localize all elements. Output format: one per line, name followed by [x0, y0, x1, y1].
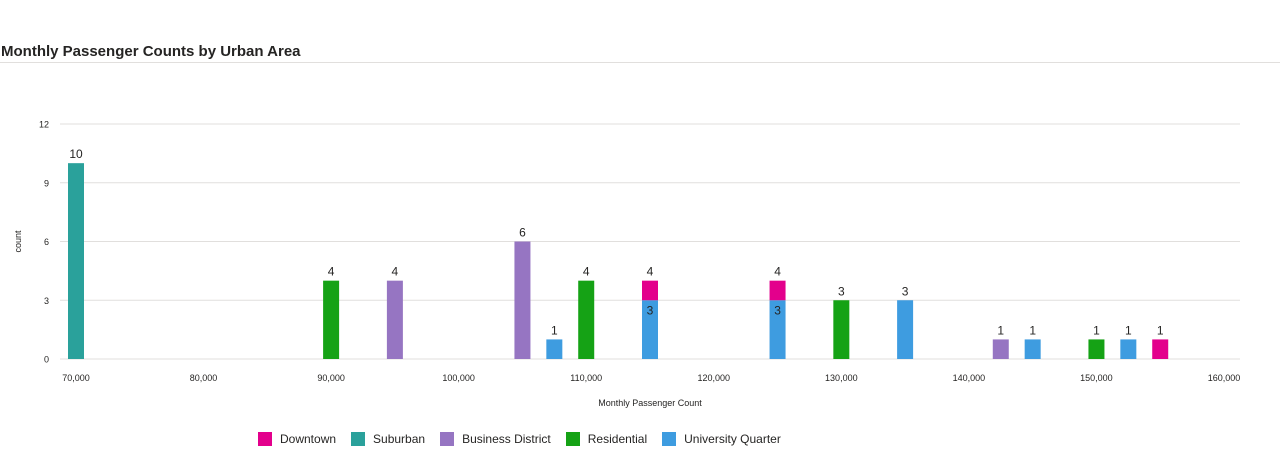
legend-swatch [662, 432, 677, 446]
bar-total-label: 4 [392, 265, 399, 279]
bar-segment [514, 241, 531, 359]
bar-total-label: 6 [519, 226, 526, 240]
x-axis-title: Monthly Passenger Count [598, 398, 702, 408]
y-tick-label: 6 [44, 237, 49, 247]
legend-item[interactable]: Suburban [351, 432, 425, 446]
bar-total-label: 4 [328, 265, 335, 279]
legend-swatch [565, 432, 580, 446]
x-tick-label: 150,000 [1080, 373, 1113, 383]
bar-segment [1024, 339, 1041, 359]
y-tick-label: 0 [44, 355, 49, 365]
bar-segment [578, 280, 595, 359]
bar-chart: 0 3 6 9 12 70,000 80,000 90,000 100,000 110,000 12… [13, 120, 1241, 409]
bar-total-label: 1 [1029, 323, 1036, 337]
bar-segment [1120, 339, 1137, 359]
bar-segment [769, 280, 786, 301]
chart-title: Monthly Passenger Counts by Urban Area [1, 43, 301, 60]
bar-segment [1152, 339, 1169, 359]
bar-total-label: 1 [1093, 323, 1100, 337]
bar-segment [546, 339, 563, 359]
y-tick-label: 12 [39, 120, 49, 130]
legend-swatch [351, 432, 366, 446]
bar-total-label: 1 [1125, 323, 1132, 337]
y-tick-label: 9 [44, 178, 49, 188]
bar-segment [68, 163, 84, 359]
bar-total-label: 4 [647, 265, 654, 279]
bar-total-label: 1 [1157, 323, 1164, 337]
bar-total-label: 10 [69, 147, 83, 161]
y-tick-label: 3 [44, 296, 49, 306]
bar-total-label: 4 [583, 265, 590, 279]
chart-header: Monthly Passenger Counts by Urban Area [0, 0, 1280, 63]
x-tick-label: 100,000 [442, 373, 475, 383]
legend-label: University Quarter [684, 432, 781, 446]
bar-segment [642, 300, 658, 359]
bar-total-label: 3 [838, 284, 845, 298]
bar-segment-label: 3 [647, 303, 654, 317]
bar-total-label: 4 [774, 265, 781, 279]
bar-segment [1088, 339, 1105, 359]
bar-segment [323, 280, 340, 359]
legend-label: Business District [462, 432, 551, 446]
y-axis-title: count [13, 230, 23, 253]
bar-segment [992, 339, 1009, 359]
bar-segment [386, 280, 403, 359]
bar-segment-label: 3 [774, 303, 781, 317]
bar-segment [897, 300, 914, 359]
bar-segment [642, 280, 658, 301]
legend-label: Downtown [280, 432, 337, 446]
x-tick-label: 110,000 [570, 373, 602, 383]
chart-legend: Downtown Suburban Business District Residen… [258, 430, 796, 448]
legend-label: Residential [587, 432, 648, 446]
bar-segment [833, 300, 850, 359]
bar-total-label: 1 [551, 323, 558, 337]
legend-item[interactable]: Downtown [258, 432, 336, 446]
x-tick-label: 80,000 [190, 373, 218, 383]
bar-total-label: 1 [997, 323, 1004, 337]
x-tick-label: 90,000 [317, 373, 345, 383]
bar-segment [769, 300, 786, 359]
legend-item[interactable]: University Quarter [662, 432, 781, 446]
legend-swatch [258, 432, 272, 446]
x-tick-label: 70,000 [62, 373, 90, 383]
x-tick-label: 140,000 [953, 373, 986, 383]
legend-label: Suburban [373, 432, 426, 446]
legend-item[interactable]: Business District [440, 432, 551, 446]
legend-item[interactable]: Residential [565, 432, 648, 446]
x-tick-label: 130,000 [825, 373, 858, 383]
x-tick-label: 160,000 [1208, 373, 1241, 383]
bar-total-label: 3 [902, 284, 909, 298]
legend-swatch [440, 432, 455, 446]
x-tick-label: 120,000 [698, 373, 731, 383]
